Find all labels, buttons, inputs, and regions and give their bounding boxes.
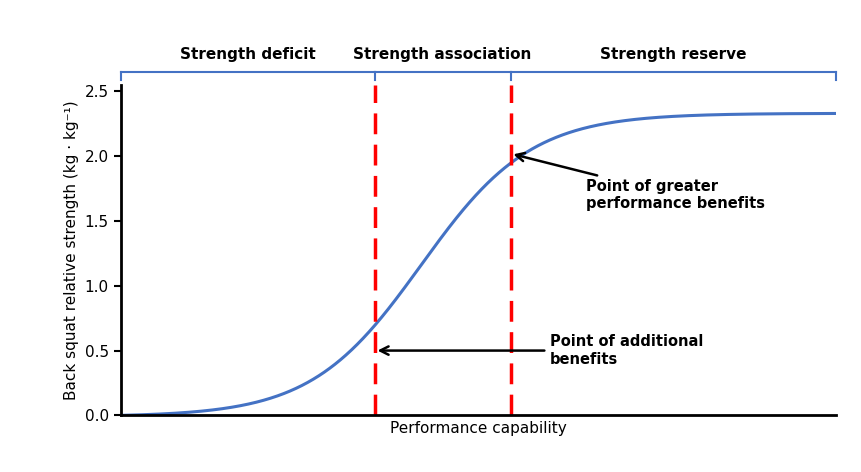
Text: Strength reserve: Strength reserve [599, 47, 746, 62]
Text: Point of additional
benefits: Point of additional benefits [380, 334, 703, 367]
Text: Point of greater
performance benefits: Point of greater performance benefits [516, 153, 764, 211]
Text: Strength association: Strength association [353, 47, 531, 62]
X-axis label: Performance capability: Performance capability [389, 421, 567, 436]
Y-axis label: Back squat relative strength (kg · kg⁻¹): Back squat relative strength (kg · kg⁻¹) [64, 101, 79, 400]
Text: Strength deficit: Strength deficit [180, 47, 315, 62]
